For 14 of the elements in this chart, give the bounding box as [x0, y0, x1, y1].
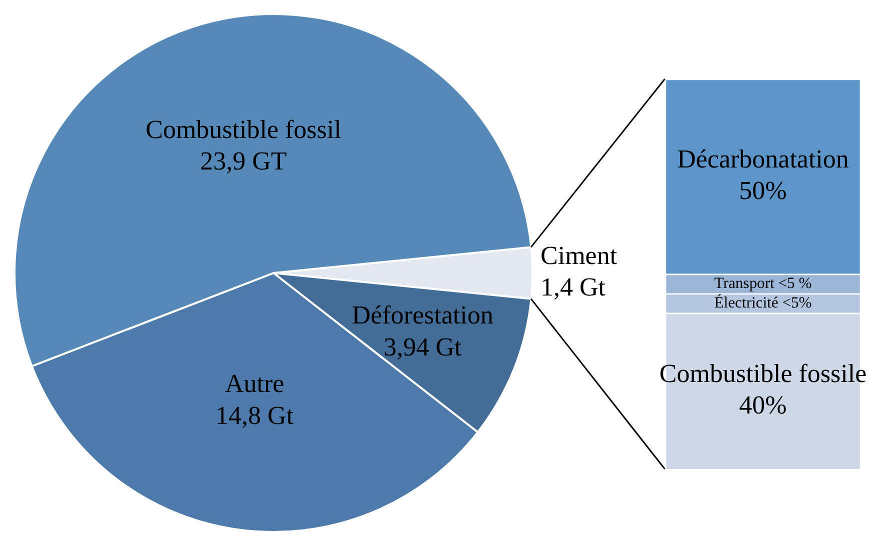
- slice-label: Autre: [224, 369, 284, 398]
- slice-label: Déforestation: [352, 300, 494, 330]
- text: Électricité <5%: [714, 294, 812, 312]
- data-label: 23,9 GT: [200, 146, 287, 176]
- data-label: 40%: [739, 390, 787, 420]
- slice-label: Ciment: [540, 240, 618, 270]
- data-label: 3,94 Gt: [384, 332, 462, 362]
- series-label: Combustible fossile: [659, 358, 867, 388]
- slice-label: Combustible fossil: [146, 114, 342, 144]
- data-label: 14,8 Gt: [216, 400, 294, 430]
- series-label: Décarbonatation: [677, 144, 849, 174]
- data-label: 50%: [739, 176, 787, 206]
- text: Transport <5 %: [714, 274, 812, 292]
- data-label: 1,4 Gt: [540, 272, 606, 302]
